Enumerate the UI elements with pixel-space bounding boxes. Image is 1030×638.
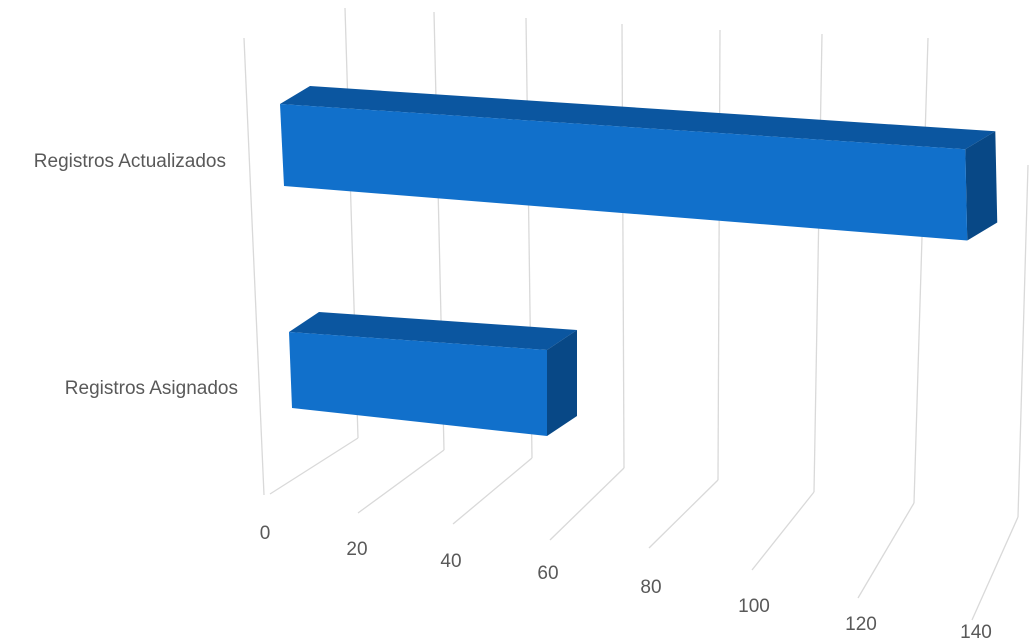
gridline-wall-edge (1017, 164, 1029, 518)
gridline-wall-100 (717, 29, 721, 481)
gridline-floor-40 (452, 457, 533, 525)
bars (280, 86, 998, 436)
bar-registros-actualizados (280, 86, 998, 241)
gridline-floor-100 (751, 491, 815, 571)
x-tick-label: 60 (537, 563, 558, 584)
x-tick-label: 80 (640, 577, 661, 598)
x-tick-label: 0 (260, 523, 271, 544)
gridline-floor-140 (971, 516, 1019, 621)
gridline-floor-120 (857, 502, 915, 599)
x-tick-label: 140 (960, 622, 992, 638)
gridline-floor-0 (269, 437, 359, 495)
bar-top-face (280, 86, 996, 150)
bar-front-face (280, 104, 968, 241)
x-tick-label: 120 (845, 614, 877, 635)
bar-top-face (289, 312, 577, 350)
gridline-wall-80 (621, 23, 625, 469)
x-tick-label: 40 (440, 551, 461, 572)
gridlines (243, 7, 1029, 621)
gridline-floor-80 (648, 479, 719, 549)
bar-side-face (547, 330, 577, 436)
x-tick-label: 100 (738, 596, 770, 617)
category-label: Registros Asignados (65, 378, 238, 399)
category-label: Registros Actualizados (34, 151, 226, 172)
gridline-wall-0 (243, 37, 265, 496)
bar-registros-asignados (289, 312, 577, 436)
gridline-wall-140 (913, 37, 929, 504)
gridline-wall-120 (813, 33, 823, 493)
x-tick-label: 20 (346, 539, 367, 560)
x-axis-tick-labels: 0 20 40 60 80 100 120 140 (260, 523, 992, 638)
bar-side-face (965, 131, 998, 241)
y-axis-category-labels: Registros Actualizados Registros Asignado… (34, 151, 238, 399)
bar-front-face (289, 332, 547, 436)
gridline-floor-20 (357, 449, 445, 514)
gridline-floor-60 (549, 467, 625, 541)
